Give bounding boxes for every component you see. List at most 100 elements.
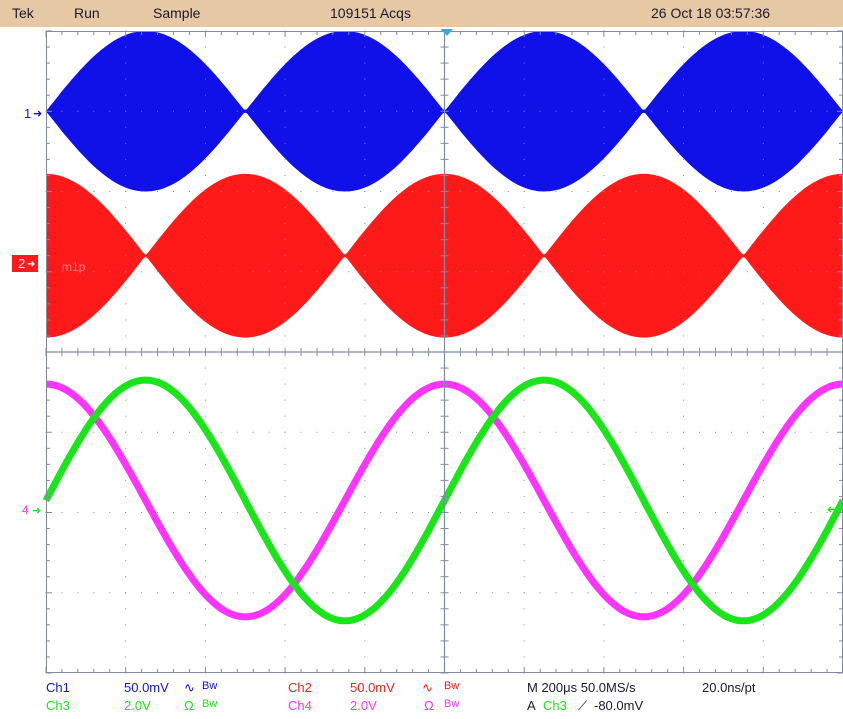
grid-dot bbox=[762, 544, 764, 546]
grid-dot bbox=[93, 110, 95, 112]
grid-dot bbox=[603, 303, 605, 305]
grid-dot bbox=[125, 223, 127, 225]
ch4-scale[interactable]: 2.0V bbox=[350, 698, 377, 713]
ch1-label[interactable]: Ch1 bbox=[46, 680, 70, 695]
grid-dot bbox=[364, 592, 366, 594]
grid-dot bbox=[316, 512, 318, 513]
grid-dot bbox=[316, 191, 318, 192]
trigger-level[interactable]: -80.0mV bbox=[594, 698, 644, 713]
grid-dot bbox=[125, 608, 127, 610]
grid-dot bbox=[141, 191, 143, 192]
grid-dot bbox=[507, 431, 509, 433]
grid-dot bbox=[794, 271, 796, 273]
grid-dot bbox=[523, 46, 525, 48]
grid-dot bbox=[204, 608, 206, 610]
grid-dot bbox=[204, 110, 206, 112]
grid-dot bbox=[683, 447, 685, 449]
grid-dot bbox=[619, 271, 621, 273]
grid-dot bbox=[603, 608, 605, 610]
grid-dot bbox=[125, 142, 127, 144]
grid-dot bbox=[284, 576, 286, 578]
grid-dot bbox=[667, 110, 669, 112]
ch3-scale[interactable]: 2.0V bbox=[124, 698, 151, 713]
grid-dot bbox=[284, 271, 286, 273]
grid-dot bbox=[762, 207, 764, 209]
grid-dot bbox=[762, 479, 764, 481]
grid-dot bbox=[603, 463, 605, 465]
grid-dot bbox=[571, 271, 573, 273]
ch4-label[interactable]: Ch4 bbox=[288, 698, 312, 713]
ch2-scale[interactable]: 50.0mV bbox=[350, 680, 395, 695]
grid-dot bbox=[762, 463, 764, 465]
grid-dot bbox=[173, 110, 175, 112]
grid-dot bbox=[587, 592, 589, 594]
grid-dot bbox=[603, 512, 605, 513]
grid-dot bbox=[683, 544, 685, 546]
grid-dot bbox=[587, 191, 589, 192]
grid-dot bbox=[683, 303, 685, 305]
grid-dot bbox=[332, 191, 334, 192]
grid-dot bbox=[523, 431, 525, 433]
grid-dot bbox=[683, 608, 685, 610]
grid-dot bbox=[762, 624, 764, 626]
grid-dot bbox=[364, 142, 366, 144]
grid-dot bbox=[204, 271, 206, 273]
grid-dot bbox=[204, 335, 206, 337]
grid-dot bbox=[157, 271, 159, 273]
grid-dot bbox=[412, 512, 414, 513]
date-time: 26 Oct 18 03:57:36 bbox=[651, 5, 771, 21]
grid-dot bbox=[125, 624, 127, 626]
grid-dot bbox=[762, 335, 764, 337]
grid-dot bbox=[603, 640, 605, 642]
grid-dot bbox=[157, 431, 159, 433]
grid-dot bbox=[651, 512, 653, 513]
ch3-label[interactable]: Ch3 bbox=[46, 698, 70, 713]
grid-dot bbox=[603, 174, 605, 176]
grid-dot bbox=[364, 174, 366, 176]
grid-dot bbox=[603, 78, 605, 80]
grid-dot bbox=[284, 46, 286, 48]
grid-dot bbox=[603, 383, 605, 385]
grid-dot bbox=[603, 479, 605, 481]
grid-dot bbox=[651, 592, 653, 594]
grid-dot bbox=[603, 287, 605, 289]
ch1-scale[interactable]: 50.0mV bbox=[124, 680, 169, 695]
grid-dot bbox=[173, 191, 175, 192]
grid-dot bbox=[348, 271, 350, 273]
grid-dot bbox=[188, 271, 190, 273]
grid-dot bbox=[730, 512, 732, 513]
grid-dot bbox=[603, 319, 605, 321]
timebase-readout[interactable]: M 200μs 50.0MS/s bbox=[527, 680, 636, 695]
grid-dot bbox=[364, 303, 366, 305]
grid-dot bbox=[204, 656, 206, 658]
grid-dot bbox=[125, 303, 127, 305]
trigger-source[interactable]: Ch3 bbox=[543, 698, 567, 713]
grid-dot bbox=[683, 174, 685, 176]
ch3-ch4-marker-label: 4 bbox=[22, 503, 29, 517]
grid-dot bbox=[396, 512, 398, 513]
grid-dot bbox=[810, 110, 812, 112]
grid-dot bbox=[730, 271, 732, 273]
grid-dot bbox=[284, 656, 286, 658]
grid-dot bbox=[220, 592, 222, 594]
grid-dot bbox=[364, 271, 366, 273]
grid-dot bbox=[284, 463, 286, 465]
grid-dot bbox=[746, 271, 748, 273]
grid-dot bbox=[284, 62, 286, 64]
grid-dot bbox=[794, 592, 796, 594]
grid-dot bbox=[523, 142, 525, 144]
grid-dot bbox=[364, 158, 366, 160]
grid-dot bbox=[428, 512, 430, 513]
grid-dot bbox=[523, 624, 525, 626]
grid-dot bbox=[826, 512, 828, 513]
grid-dot bbox=[364, 319, 366, 321]
grid-dot bbox=[125, 495, 127, 497]
grid-dot bbox=[236, 191, 238, 192]
grid-dot bbox=[762, 94, 764, 96]
grid-dot bbox=[794, 110, 796, 112]
grid-dot bbox=[77, 592, 79, 594]
grid-dot bbox=[125, 191, 127, 192]
grid-dot bbox=[141, 592, 143, 594]
grid-dot bbox=[762, 383, 764, 385]
ch2-label[interactable]: Ch2 bbox=[288, 680, 312, 695]
